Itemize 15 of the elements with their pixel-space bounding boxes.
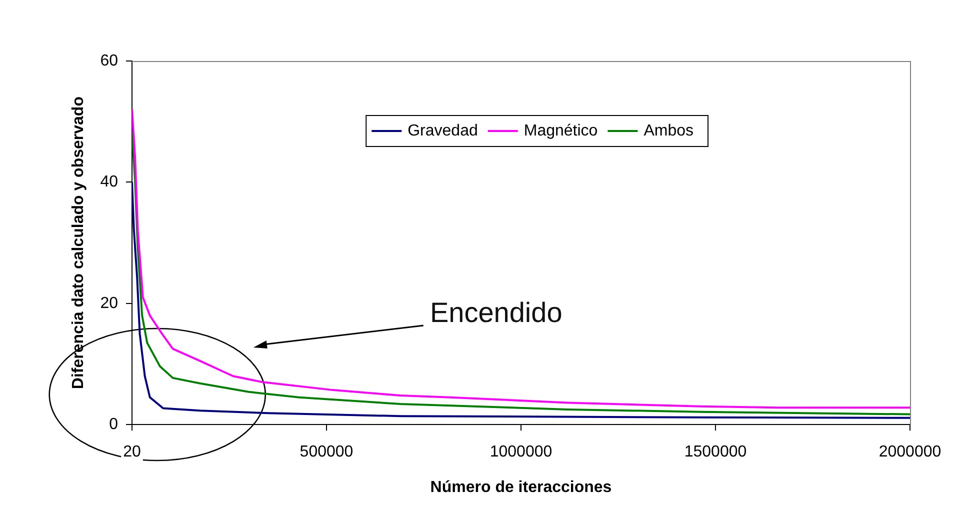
annotation: Encendido	[430, 296, 562, 328]
x-axis-title: Número de iteracciones	[430, 478, 612, 496]
x-tick-label: 1000000	[490, 444, 552, 461]
y-tick-label: 0	[109, 416, 118, 434]
y-tick-label: 20	[100, 294, 118, 312]
y-axis-title: Diferencia dato calculado y observado	[70, 96, 88, 390]
y-tick-label: 40	[100, 174, 118, 191]
x-tick-label: 500000	[300, 444, 354, 461]
legend-label: Gravedad	[408, 122, 478, 140]
legend-label: Magnético	[524, 122, 598, 140]
x-tick-label: 1500000	[684, 444, 747, 461]
y-tick-label: 60	[100, 52, 118, 70]
x-tick-label: 2000000	[878, 444, 942, 461]
legend-label: Ambos	[644, 122, 694, 140]
x-tick-label: 20	[123, 444, 141, 461]
